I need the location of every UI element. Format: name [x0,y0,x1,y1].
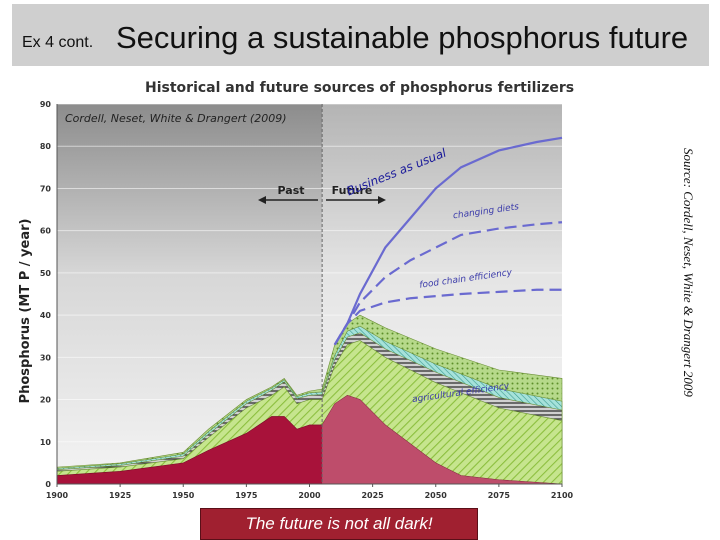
x-tick-label: 2100 [551,491,574,500]
x-tick-label: 1950 [172,491,195,500]
y-tick-label: 50 [40,269,52,278]
area-mineral-future-tint [322,395,562,484]
x-tick-labels: 1900 1925 1950 1975 2000 2025 2050 2075 2100 [46,484,574,500]
chart-title: Historical and future sources of phospho… [145,80,574,96]
demand-line-2 [333,288,562,346]
y-tick-label: 30 [40,353,52,362]
chart-subtitle: Cordell, Neset, White & Drangert (2009) [65,112,287,125]
demand-lines [333,136,563,346]
y-tick-labels: 0 10 20 30 40 50 60 70 80 90 [40,100,52,489]
title-bar [12,4,709,66]
x-tick-label: 1925 [109,491,132,500]
y-tick-label: 90 [40,100,52,109]
y-tick-label: 0 [45,480,51,489]
past-arrow-head [258,196,266,204]
past-label: Past [278,184,305,197]
caption-box: The future is not all dark! [200,508,478,540]
area-green [56,340,563,485]
source-citation: Source: Cordell, Neset, White & Drangert… [681,148,696,397]
y-tick-label: 60 [40,227,52,236]
future-arrow-head [378,196,386,204]
y-tick-label: 70 [40,184,52,193]
x-tick-label: 1975 [235,491,258,500]
x-tick-label: 2000 [298,491,321,500]
x-tick-label: 2025 [361,491,384,500]
stacked-areas [56,314,563,485]
y-axis-label: Phosphorus (MT P / year) [18,219,33,404]
slide-title-prefix: Ex 4 cont. [22,34,94,51]
y-tick-label: 40 [40,311,52,320]
demand-line-1 [333,221,563,346]
past-future-marker: Past Future [258,184,386,204]
y-tick-label: 10 [40,438,52,447]
x-tick-label: 2075 [488,491,511,500]
x-tick-label: 1900 [46,491,69,500]
slide-title: Securing a sustainable phosphorus future [116,20,689,55]
x-tick-label: 2050 [425,491,448,500]
y-tick-label: 80 [40,142,52,151]
area-mineral [56,395,563,485]
phosphorus-chart-svg: Historical and future sources of phospho… [18,80,574,500]
future-label: Future [332,184,373,197]
y-tick-label: 20 [40,396,52,405]
demand-line-0 [333,136,563,346]
phosphorus-chart: Historical and future sources of phospho… [0,66,700,506]
